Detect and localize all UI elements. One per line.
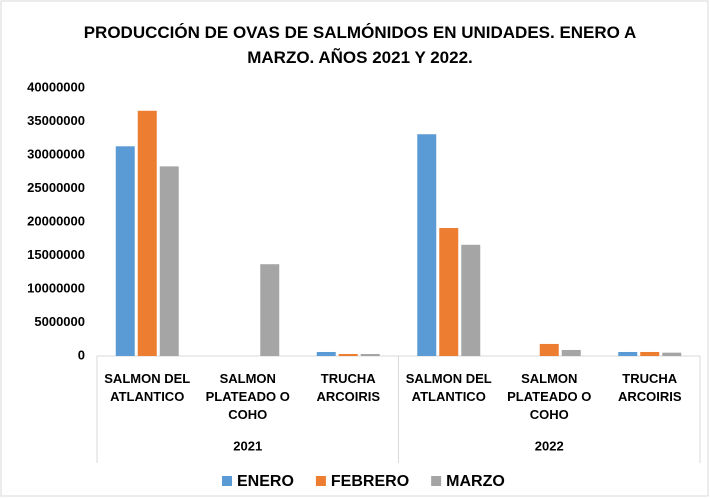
bar (338, 353, 358, 356)
y-tick-label: 10000000 (27, 280, 85, 295)
bar (618, 351, 638, 356)
bar (561, 349, 581, 356)
x-tick-label: SALMON DEL ATLANTICO (405, 371, 492, 404)
chart-title: PRODUCCIÓN DE OVAS DE SALMÓNIDOS EN UNID… (83, 23, 637, 67)
bar (539, 343, 559, 356)
group-label: 2021 (233, 438, 262, 453)
y-tick-label: 5000000 (34, 314, 85, 329)
y-tick-label: 25000000 (27, 180, 85, 195)
group-label: 2022 (535, 438, 564, 453)
bar (417, 134, 437, 356)
y-tick-label: 35000000 (27, 113, 85, 128)
x-tick-label: SALMON PLATEADO O COHO (507, 371, 592, 422)
legend-label: MARZO (446, 473, 505, 490)
legend-swatch (431, 476, 442, 486)
bar (360, 353, 380, 356)
bar (137, 110, 157, 356)
y-tick-label: 40000000 (27, 79, 85, 94)
bar (260, 264, 280, 356)
legend-swatch (315, 476, 326, 486)
y-tick-label: 20000000 (27, 213, 85, 228)
bar (640, 351, 660, 356)
y-tick-label: 15000000 (27, 247, 85, 262)
y-tick-label: 0 (78, 347, 85, 362)
bar (439, 228, 459, 356)
bar (316, 351, 336, 356)
legend-label: FEBRERO (331, 473, 409, 490)
legend-swatch (222, 476, 232, 486)
x-tick-label: SALMON DEL ATLANTICO (104, 371, 191, 404)
x-tick-label: SALMON PLATEADO O COHO (205, 371, 290, 422)
x-tick-label: TRUCHA ARCOIRIS (316, 371, 381, 404)
y-tick-label: 30000000 (27, 146, 85, 161)
bar (461, 244, 481, 356)
bar (662, 352, 682, 356)
legend-label: ENERO (237, 473, 294, 490)
x-tick-label: TRUCHA ARCOIRIS (617, 371, 682, 404)
bar (115, 146, 135, 356)
bar (159, 166, 179, 356)
